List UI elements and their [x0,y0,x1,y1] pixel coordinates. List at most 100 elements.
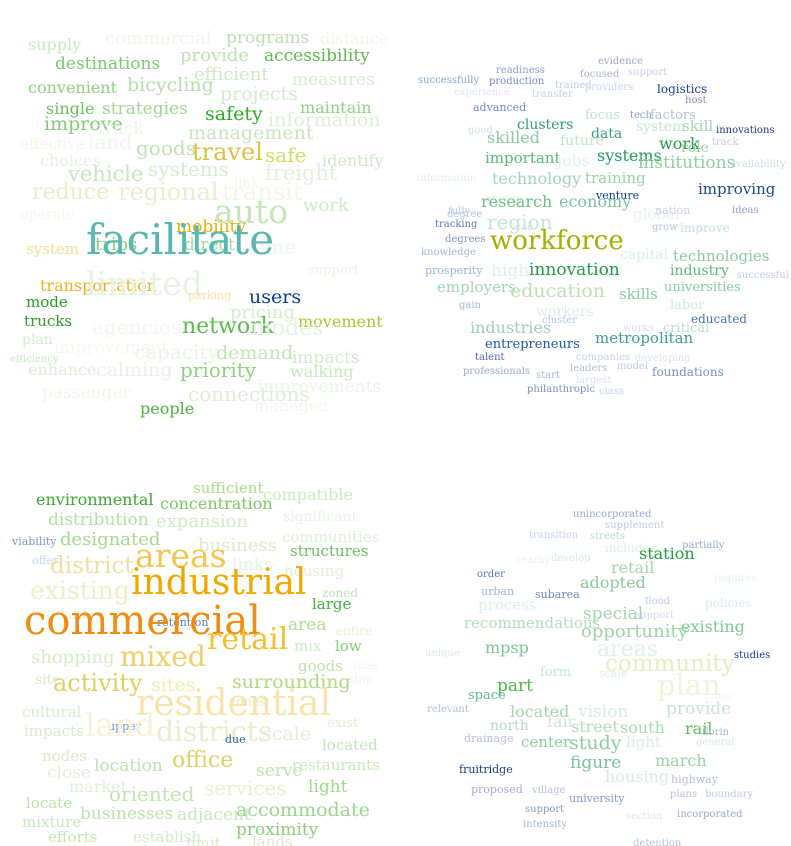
cloud-word: improvement [54,338,169,358]
cloud-word: demand [216,342,294,364]
cloud-word: safety [205,103,263,125]
cloud-word: destinations [55,54,161,74]
cloud-word: effective [20,135,85,153]
cloud-word: successful [736,270,789,281]
cloud-word: safe [265,143,307,167]
cloud-word: users [249,286,302,308]
cloud-word: track [712,137,739,148]
cloud-word: areas [597,637,659,662]
cloud-word: located [322,736,378,754]
cloud-word: surrounding [232,671,351,693]
cloud-word: people [140,399,195,418]
cloud-word: activity [53,669,143,697]
cloud-word: plan [657,668,721,702]
cloud-word: gain [459,300,482,311]
cloud-word: light [626,733,661,751]
cloud-word: site [35,672,61,688]
cloud-word: incorporated [677,809,743,820]
cloud-word: efforts [48,828,98,846]
cloud-word: exist [327,716,359,731]
cloud-word: space [468,688,506,703]
cloud-word: programs [226,28,310,48]
cloud-word: fruitridge [459,763,513,776]
cloud-word: adopted [580,573,646,592]
cloud-word: area [288,615,327,635]
cloud-word: community [605,651,735,677]
cloud-word: link [234,176,259,191]
cloud-word: successfully [418,75,480,86]
cloud-word: class [599,386,625,397]
cloud-word: establish [133,828,202,846]
cloud-word: partially [682,540,725,551]
cloud-word: industries [470,318,552,337]
cloud-word: innovation [529,260,620,280]
cloud-word: boundary [705,789,754,800]
cloud-word: detention [633,838,682,846]
cloud-word: fully [448,206,471,217]
cloud-word: proposed [471,783,523,796]
cloud-word: zones [229,695,267,710]
cloud-word: important [485,149,561,167]
cloud-word: connections [188,382,310,406]
cloud-word: rail [685,719,713,738]
cloud-word: provide [666,699,732,719]
cloud-word: retention [157,616,209,629]
cloud-word: employers [437,278,516,296]
cloud-word: systems [597,146,662,165]
cloud-word: opportunity [581,621,688,642]
cloud-word: freight [265,161,338,185]
cloud-word: identify [322,151,384,170]
cloud-word: flood [645,596,671,607]
cloud-word: designated [60,529,161,550]
cloud-word: improve [44,113,123,135]
cloud-word: locate [26,794,73,812]
cloud-word: projects [220,83,298,105]
cloud-word: environmental [36,490,154,509]
cloud-word: developing [635,353,691,364]
cloud-word: tech [630,110,652,121]
cloud-word: region [487,210,553,234]
cloud-word: works [623,323,654,334]
cloud-word: managed [254,396,329,415]
cloud-word: improvements [258,377,382,397]
cloud-word: large [312,595,352,613]
cloud-word: includes [605,541,656,555]
cloud-word: strategies [102,99,188,119]
cloud-word: good [468,125,493,136]
cloud-word: transfer [532,89,573,100]
cloud-word: nearby [515,555,551,566]
cloud-word: offer [32,554,59,567]
cloud-word: support [308,263,359,278]
cloud-word: businesses [80,804,174,824]
word-cloud-workforce: evidence readiness focused support successfu… [395,0,791,423]
cloud-word: grow [652,222,678,233]
cloud-word: modes [251,316,324,341]
cloud-word: skilled [487,128,540,147]
cloud-word: technology [492,169,582,188]
cloud-word: adjacent [177,805,251,825]
cloud-word: model [617,361,649,372]
cloud-word: station [639,544,695,563]
cloud-word: operate [20,207,75,223]
cloud-word: support [628,67,668,78]
cloud-word: workforce [490,226,624,256]
cloud-word: goods [136,136,196,160]
cloud-word: bicycling [127,74,214,96]
cloud-word: travel [192,138,263,166]
cloud-word: degrees [445,234,486,245]
cloud-word: critical [663,321,710,336]
cloud-word: sizes [353,661,378,672]
cloud-word: retail [207,622,289,657]
cloud-word: subarea [535,588,580,601]
cloud-word: vision [578,702,629,722]
cloud-word: research [481,192,553,211]
cloud-word: north [490,718,529,734]
cloud-word: ideas [732,205,759,216]
cloud-word: impacts [24,722,84,740]
cloud-word: low [335,637,362,655]
cloud-word: foundations [652,365,724,379]
cloud-word: passenger [42,383,131,403]
cloud-word: transportation [40,276,158,295]
cloud-word: time [251,235,297,259]
cloud-word: accommodate [236,799,370,821]
